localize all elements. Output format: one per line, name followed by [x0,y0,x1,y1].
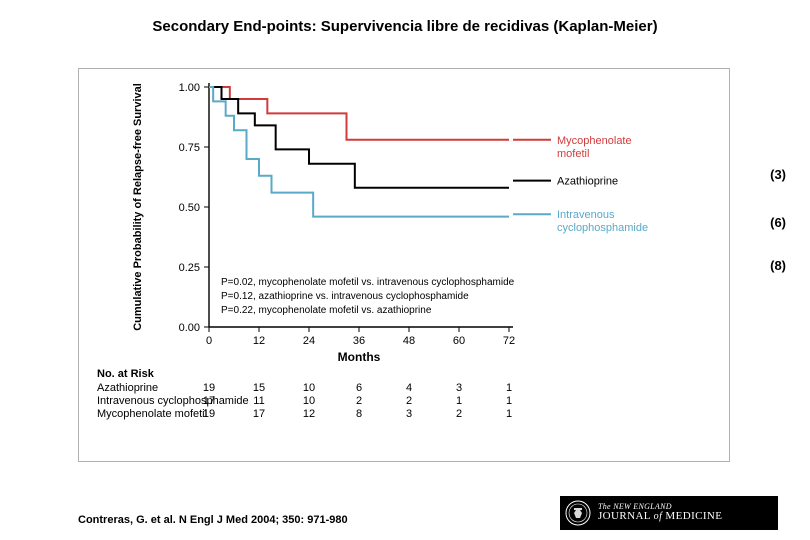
svg-text:10: 10 [303,382,315,394]
svg-text:19: 19 [203,382,215,394]
svg-text:10: 10 [303,395,315,407]
svg-text:cyclophosphamide: cyclophosphamide [557,222,648,234]
svg-text:15: 15 [253,382,265,394]
svg-text:72: 72 [503,335,515,347]
svg-text:Months: Months [338,350,381,364]
svg-text:60: 60 [453,335,465,347]
svg-text:12: 12 [303,408,315,420]
nejm-text: The NEW ENGLAND JOURNAL of MEDICINE [598,503,722,523]
svg-text:1: 1 [456,395,462,407]
km-chart-svg: 0.000.250.500.751.000122436486072Cumulat… [79,69,729,461]
svg-text:1.00: 1.00 [179,82,200,94]
svg-text:12: 12 [253,335,265,347]
nejm-badge: The NEW ENGLAND JOURNAL of MEDICINE [560,496,778,530]
svg-text:Azathioprine: Azathioprine [97,382,158,394]
svg-text:0: 0 [206,335,212,347]
svg-text:Mycophenolate: Mycophenolate [557,135,632,147]
svg-text:P=0.12, azathioprine vs. intra: P=0.12, azathioprine vs. intravenous cyc… [221,291,469,302]
svg-text:mofetil: mofetil [557,148,589,160]
svg-text:1: 1 [506,395,512,407]
svg-text:2: 2 [456,408,462,420]
svg-text:P=0.22, mycophenolate mofetil: P=0.22, mycophenolate mofetil vs. azathi… [221,305,432,316]
svg-text:Intravenous cyclophosphamide: Intravenous cyclophosphamide [97,395,249,407]
svg-text:17: 17 [203,395,215,407]
svg-text:Cumulative Probability of Rela: Cumulative Probability of Relapse-free S… [132,83,144,331]
svg-text:2: 2 [406,395,412,407]
svg-text:Mycophenolate mofetil: Mycophenolate mofetil [97,408,207,420]
svg-text:3: 3 [456,382,462,394]
svg-text:17: 17 [253,408,265,420]
nejm-medicine: MEDICINE [665,510,722,522]
page-title: Secondary End-points: Supervivencia libr… [0,18,810,35]
event-count-mmf: (3) [770,167,786,182]
svg-text:24: 24 [303,335,315,347]
svg-text:3: 3 [406,408,412,420]
svg-text:1: 1 [506,408,512,420]
svg-text:8: 8 [356,408,362,420]
svg-text:0.00: 0.00 [179,322,200,334]
nejm-journal: JOURNAL [598,510,651,522]
svg-text:36: 36 [353,335,365,347]
svg-text:0.25: 0.25 [179,262,200,274]
nejm-seal-icon [564,499,592,527]
svg-text:4: 4 [406,382,412,394]
event-count-aza: (6) [770,215,786,230]
svg-text:2: 2 [356,395,362,407]
svg-text:Azathioprine: Azathioprine [557,176,618,188]
svg-text:19: 19 [203,408,215,420]
svg-text:6: 6 [356,382,362,394]
svg-text:0.50: 0.50 [179,202,200,214]
svg-text:P=0.02, mycophenolate mofetil: P=0.02, mycophenolate mofetil vs. intrav… [221,277,515,288]
svg-text:48: 48 [403,335,415,347]
svg-text:0.75: 0.75 [179,142,200,154]
svg-text:No. at Risk: No. at Risk [97,368,155,380]
svg-text:1: 1 [506,382,512,394]
citation-text: Contreras, G. et al. N Engl J Med 2004; … [78,514,348,526]
svg-text:11: 11 [253,395,264,407]
svg-text:Intravenous: Intravenous [557,209,615,221]
chart-frame: 0.000.250.500.751.000122436486072Cumulat… [78,68,730,462]
nejm-of: of [654,511,663,522]
event-count-ivc: (8) [770,258,786,273]
